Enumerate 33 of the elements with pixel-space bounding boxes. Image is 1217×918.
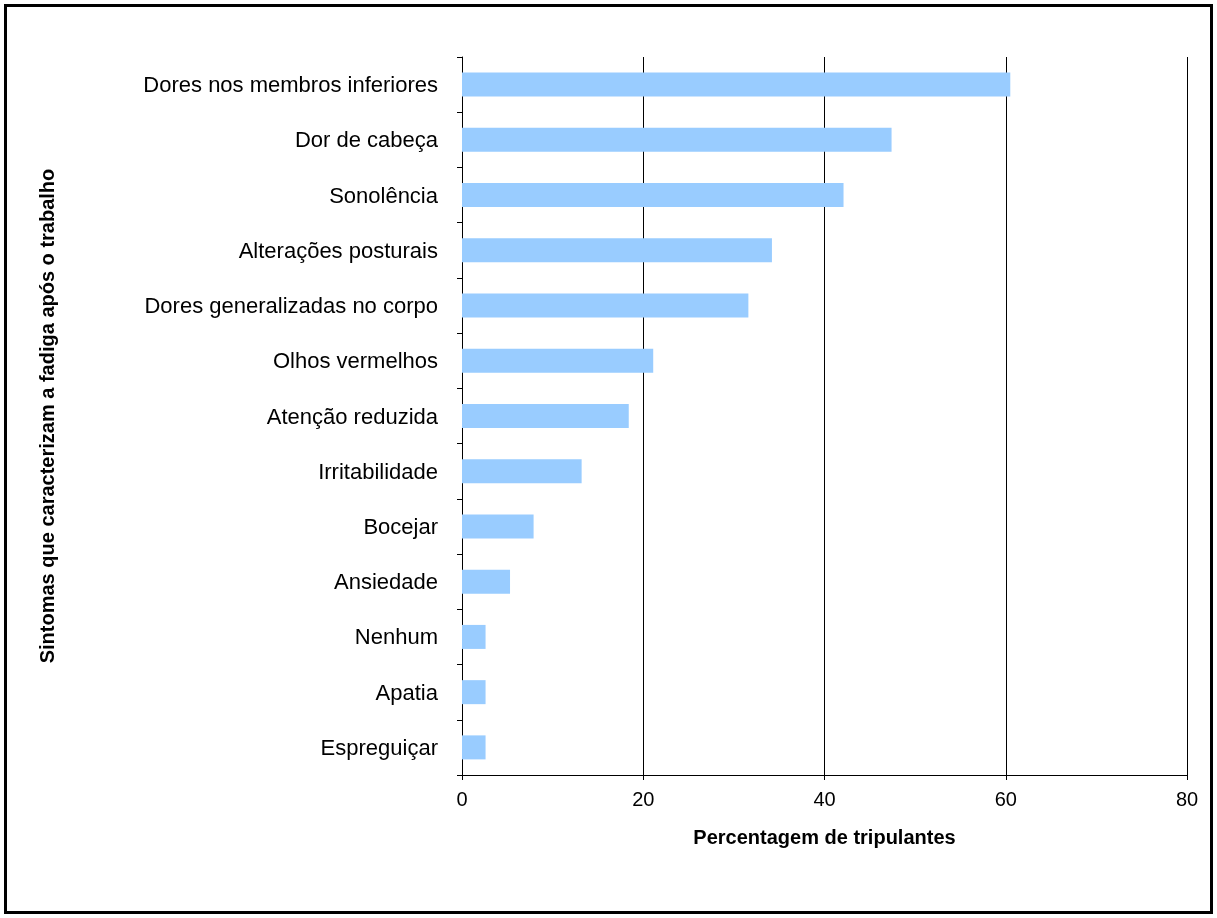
y-tick-label: Bocejar — [363, 513, 438, 539]
bar — [462, 348, 654, 373]
x-axis-title: Percentagem de tripulantes — [693, 826, 956, 848]
y-tick-label: Sonolência — [329, 182, 439, 208]
bar — [462, 183, 844, 208]
bar — [462, 238, 772, 263]
x-tick-label: 40 — [813, 788, 836, 810]
x-tick-label: 60 — [994, 788, 1017, 810]
x-tick-label: 0 — [456, 788, 468, 810]
y-tick-label: Apatia — [375, 679, 439, 705]
y-tick-label: Alterações posturais — [238, 237, 438, 263]
y-tick-label: Ansiedade — [334, 569, 438, 595]
y-tick-label: Dores nos membros inferiores — [143, 72, 438, 98]
y-tick-label: Olhos vermelhos — [272, 348, 438, 374]
bar — [462, 735, 486, 760]
y-tick-label: Nenhum — [354, 624, 438, 650]
bar — [462, 459, 582, 484]
y-tick-label: Atenção reduzida — [266, 403, 439, 429]
y-axis-title: Sintomas que caracterizam a fadiga após o trabalho — [36, 168, 58, 664]
y-tick-label: Dor de cabeça — [294, 127, 439, 153]
bar — [462, 127, 892, 152]
bar — [462, 569, 511, 594]
bar — [462, 404, 629, 428]
y-tick-label: Espreguiçar — [320, 734, 438, 760]
bar — [462, 624, 486, 649]
x-tick-label: 80 — [1175, 788, 1199, 810]
x-tick-label: 20 — [632, 788, 655, 810]
y-tick-label: Irritabilidade — [318, 458, 438, 484]
bar — [462, 680, 486, 705]
bar — [462, 293, 749, 318]
bar — [462, 514, 534, 539]
bar — [462, 72, 1011, 97]
y-tick-label: Dores generalizadas no corpo — [144, 293, 438, 319]
